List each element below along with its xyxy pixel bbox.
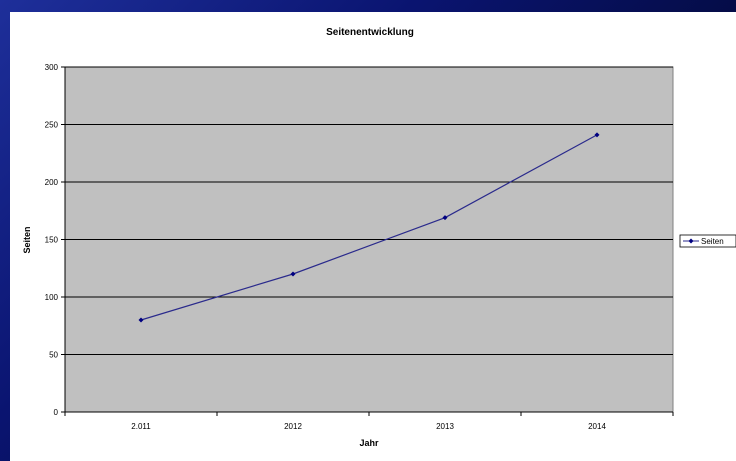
chart-panel: Seitenentwicklung 0 50 100 150 200 250 300 2.0…: [10, 12, 736, 461]
y-tick-label: 50: [49, 351, 58, 360]
y-axis-ticks: 0 50 100 150 200 250 300: [45, 63, 65, 417]
chart-title: Seitenentwicklung: [326, 27, 414, 38]
y-tick-label: 0: [54, 408, 59, 417]
x-tick-label: 2014: [588, 422, 606, 431]
legend-box: [679, 234, 736, 248]
y-tick-label: 200: [45, 178, 59, 187]
legend: Seiten: [679, 234, 736, 248]
y-axis-title: Seiten: [22, 226, 32, 253]
x-tick-label: 2013: [436, 422, 454, 431]
y-tick-label: 250: [45, 121, 59, 130]
legend-label: Seiten: [701, 237, 724, 246]
x-axis-title: Jahr: [359, 438, 379, 448]
data-point: [594, 132, 600, 138]
gridlines: [65, 66, 673, 355]
data-point: [290, 271, 296, 277]
line-chart: Seitenentwicklung 0 50 100 150 200 250 300 2.0…: [22, 27, 736, 448]
y-tick-label: 150: [45, 236, 59, 245]
data-point: [442, 215, 448, 221]
x-tick-label: 2012: [284, 422, 302, 431]
x-axis-ticks: 2.011 2012 2013 2014: [64, 412, 674, 431]
series-layer: [138, 132, 600, 323]
y-tick-label: 100: [45, 293, 59, 302]
legend-marker: [688, 238, 694, 244]
data-point: [138, 317, 144, 323]
y-tick-label: 300: [45, 63, 59, 72]
series-line-seiten: [140, 134, 598, 321]
x-tick-label: 2.011: [131, 422, 151, 431]
